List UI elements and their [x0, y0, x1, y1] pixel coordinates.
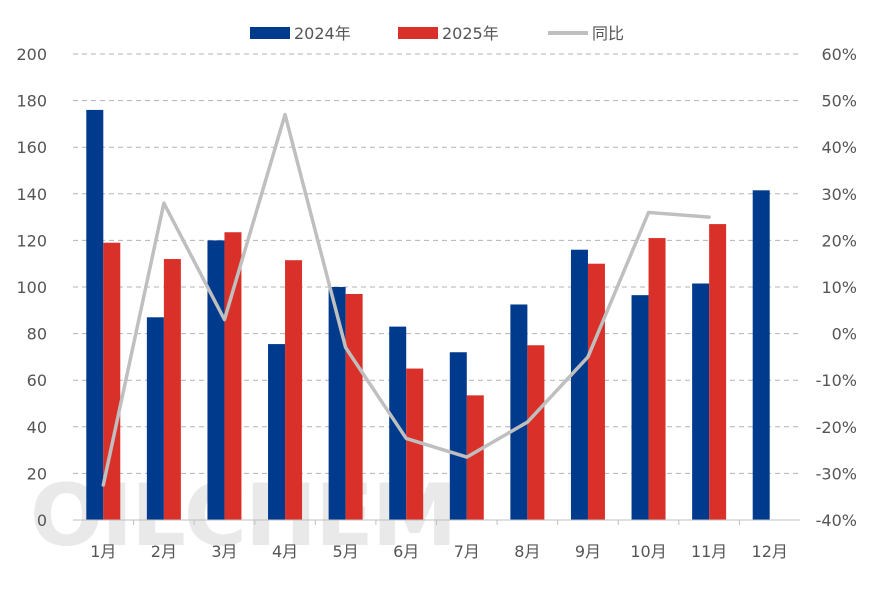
y-right-tick-label: 20% [821, 231, 857, 250]
y-right-tick-label: 30% [821, 185, 857, 204]
bar-2024年-1月 [86, 109, 104, 521]
y-left-tick-label: 120 [16, 231, 47, 250]
bar-2025年-2月 [163, 259, 181, 520]
y-right-tick-label: 60% [821, 45, 857, 64]
x-tick-label: 7月 [454, 542, 480, 561]
bars [86, 109, 770, 521]
bar-2024年-2月 [146, 317, 164, 520]
bar-2025年-6月 [406, 368, 424, 520]
bar-2025年-8月 [527, 345, 545, 520]
y-left-tick-label: 20 [27, 464, 47, 483]
gridlines [73, 53, 800, 474]
legend-label: 同比 [592, 24, 624, 43]
bar-2024年-11月 [692, 283, 710, 520]
bar-2025年-7月 [466, 395, 484, 520]
legend-swatch-2024年 [250, 27, 290, 39]
y-left-tick-label: 100 [16, 278, 47, 297]
legend: 2024年 2025年 同比 [250, 24, 624, 43]
legend-label: 2024年 [294, 24, 351, 43]
y-left-tick-label: 140 [16, 185, 47, 204]
y-left-tick-label: 0 [37, 511, 47, 530]
y-left-tick-label: 180 [16, 92, 47, 111]
bar-2024年-12月 [752, 190, 770, 520]
y-left-tick-label: 200 [16, 45, 47, 64]
y-left-tick-label: 60 [27, 371, 47, 390]
bar-2025年-4月 [285, 260, 303, 520]
x-tick-label: 11月 [691, 542, 727, 561]
y-left-tick-label: 80 [27, 325, 47, 344]
y-right-tick-label: 0% [832, 325, 857, 344]
axes: 0 -40% 20 -30% 40 -20% 60 -10% 80 0% 100 10% 120 20% 1… [16, 45, 857, 561]
yoy-line [101, 112, 711, 487]
x-tick-label: 6月 [393, 542, 419, 561]
y-right-tick-label: 40% [821, 138, 857, 157]
bar-2024年-7月 [449, 352, 467, 520]
bar-2024年-3月 [207, 240, 225, 520]
y-left-tick-label: 160 [16, 138, 47, 157]
x-tick-label: 8月 [514, 542, 540, 561]
bar-2024年-9月 [570, 249, 588, 520]
bar-2024年-5月 [328, 287, 346, 520]
legend-label: 2025年 [442, 24, 499, 43]
yoy-line-path [101, 112, 711, 487]
x-tick-label: 5月 [333, 542, 359, 561]
y-right-tick-label: 10% [821, 278, 857, 297]
y-right-tick-label: 50% [821, 92, 857, 111]
x-tick-label: 10月 [630, 542, 666, 561]
y-left-tick-label: 40 [27, 418, 47, 437]
bar-2024年-10月 [631, 295, 649, 520]
x-tick-label: 2月 [151, 542, 177, 561]
bar-2025年-11月 [709, 224, 727, 520]
x-tick-label: 12月 [752, 542, 788, 561]
bar-2024年-8月 [510, 304, 528, 520]
x-tick-label: 1月 [90, 542, 116, 561]
y-right-tick-label: -30% [816, 464, 857, 483]
bar-2024年-4月 [268, 344, 286, 520]
bar-2025年-9月 [587, 263, 605, 520]
x-tick-label: 3月 [211, 542, 237, 561]
y-right-tick-label: -40% [816, 511, 857, 530]
legend-swatch-2025年 [398, 27, 438, 39]
bar-2025年-1月 [103, 242, 121, 521]
x-tick-label: 9月 [575, 542, 601, 561]
bar-2025年-5月 [345, 293, 363, 520]
y-right-tick-label: -20% [816, 418, 857, 437]
bar-2025年-10月 [648, 238, 666, 520]
x-tick-label: 4月 [272, 542, 298, 561]
y-right-tick-label: -10% [816, 371, 857, 390]
